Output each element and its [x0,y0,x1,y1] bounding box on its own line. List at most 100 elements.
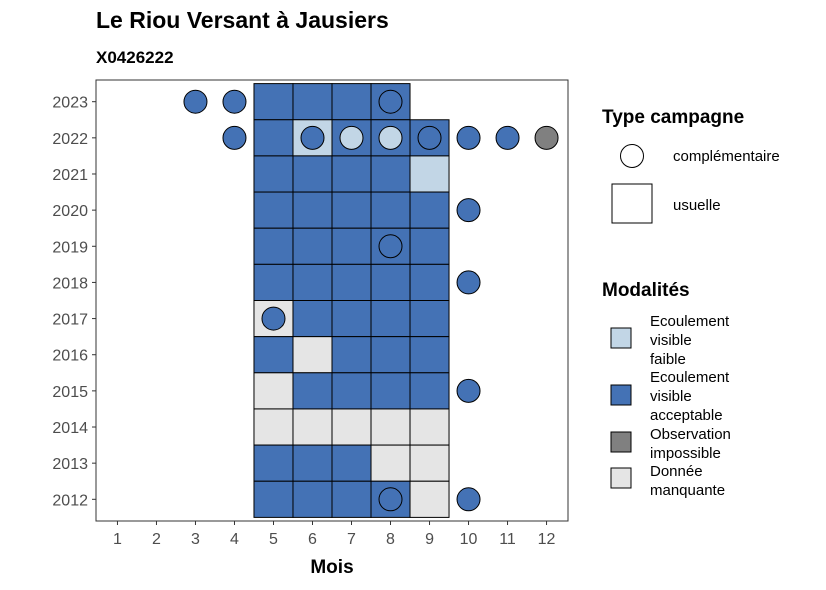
tile-2018-8 [370,263,411,302]
tile-2015-7 [331,372,372,410]
x-axis-title: Mois [310,557,353,578]
y-tick-label: 2016 [52,348,88,365]
legend-complementaire-label: complémentaire [673,148,780,165]
y-tick-label: 2019 [52,239,88,256]
point-2022-9 [417,125,442,150]
tile-2014-7 [331,408,372,446]
point-2018-10 [456,270,481,295]
point-2022-8 [378,125,403,150]
tile-2012-6 [292,480,333,518]
tile-2018-5 [253,263,294,302]
x-tick-label: 4 [230,531,239,548]
x-tick-label: 8 [386,531,395,548]
tile-2018-9 [409,263,450,302]
tile-2013-6 [292,444,333,482]
tile-2020-5 [253,191,294,229]
tile-2017-8 [370,300,411,338]
tile-2019-6 [292,227,333,265]
tile-2015-8 [370,372,411,410]
y-tick-label: 2013 [52,456,88,473]
tile-2023-6 [292,83,333,121]
legend-key-manquante [610,467,632,489]
tile-2021-8 [370,155,411,193]
tile-2017-7 [331,300,372,338]
tile-2016-9 [409,336,450,374]
tile-2020-6 [292,191,333,229]
legend-type-campagne: Type campagne complémentaire usuelle [602,107,780,224]
tile-2016-5 [253,336,294,374]
tile-2013-7 [331,444,372,482]
point-2022-7 [339,125,364,150]
tile-2015-5 [253,372,294,410]
x-tick-label: 6 [308,531,317,548]
point-2023-4 [222,89,247,114]
tile-2016-7 [331,336,372,374]
tile-2018-6 [292,263,333,302]
tile-2016-8 [370,336,411,374]
usuelle-cells [253,83,450,518]
point-2023-3 [183,89,208,114]
x-tick-label: 5 [269,531,278,548]
point-2015-10 [456,378,481,403]
point-2022-10 [456,125,481,150]
tile-2012-5 [253,480,294,518]
legend-label-faible: Ecoulement [650,313,730,330]
y-tick-label: 2022 [52,131,88,148]
x-tick-label: 2 [152,531,161,548]
tile-2017-6 [292,300,333,338]
tile-2014-5 [253,408,294,446]
legend-label-faible: visible [650,332,692,349]
tile-2019-9 [409,227,450,265]
legend-label-impossible: Observation [650,426,731,443]
x-tick-label: 11 [499,531,516,548]
tile-2020-8 [370,191,411,229]
point-2017-5 [261,306,286,331]
legend-key-faible [610,327,632,349]
legend-label-acceptable: Ecoulement [650,369,730,386]
plot-border [95,79,569,522]
legend-label-acceptable: visible [650,388,692,405]
y-tick-label: 2018 [52,275,88,292]
tile-2019-8 [370,227,411,265]
legend-usuelle-label: usuelle [673,197,721,214]
tile-2012-7 [331,480,372,518]
legend-key-impossible [610,431,632,453]
point-2012-8 [378,487,403,512]
tile-2021-7 [331,155,372,193]
tile-2020-7 [331,191,372,229]
tile-2021-9 [409,155,450,193]
tile-2012-8 [370,480,411,518]
tile-2021-5 [253,155,294,193]
tile-2013-5 [253,444,294,482]
tile-2021-6 [292,155,333,193]
tile-2023-7 [331,83,372,121]
legend-label-faible: faible [650,351,686,368]
x-axis: 1 2 3 4 5 6 7 8 9 10 11 12 [113,521,556,548]
tile-2023-5 [253,83,294,121]
y-tick-label: 2015 [52,384,88,401]
tile-2013-8 [370,444,411,482]
y-tick-label: 2014 [52,420,88,437]
legend-label-manquante: manquante [650,482,725,499]
point-2022-12 [534,125,559,150]
point-2019-8 [378,234,403,259]
tile-2022-5 [253,119,294,157]
point-2023-8 [378,89,403,114]
x-tick-label: 3 [191,531,200,548]
y-tick-label: 2021 [52,167,88,184]
tile-2012-9 [409,480,450,518]
x-tick-label: 1 [113,531,122,548]
legend-label-manquante: Donnée [650,463,703,480]
legend-key-acceptable [610,384,632,406]
tile-2019-5 [253,227,294,265]
tile-2014-8 [370,408,411,446]
tile-2014-9 [409,408,450,446]
tile-2019-7 [331,227,372,265]
tile-2020-9 [409,191,450,229]
x-tick-label: 12 [538,531,556,548]
x-tick-label: 10 [460,531,478,548]
y-tick-label: 2017 [52,312,88,329]
point-2022-6 [300,125,325,150]
legend-modalites-title: Modalités [602,280,690,301]
